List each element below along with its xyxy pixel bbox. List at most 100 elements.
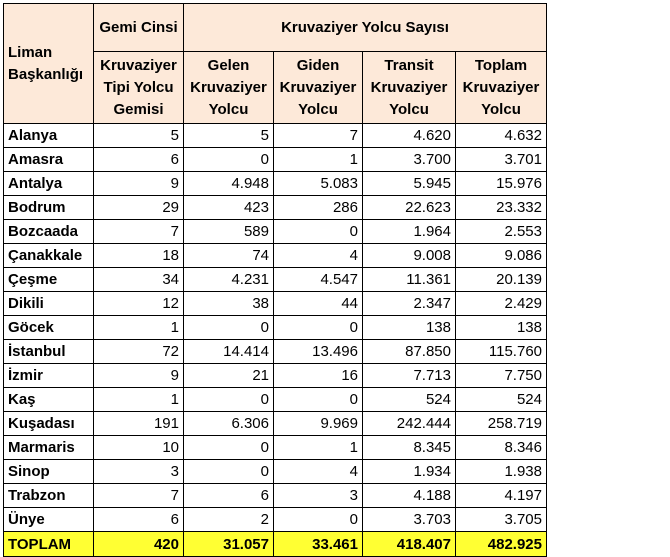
table-row: İzmir 9 21 16 7.713 7.750 bbox=[3, 363, 547, 388]
total-cell: 15.976 bbox=[455, 171, 547, 196]
arriving-header: Gelen Kruvaziyer Yolcu bbox=[183, 51, 274, 124]
ships-cell: 9 bbox=[93, 171, 184, 196]
arriving-cell: 38 bbox=[183, 291, 274, 316]
departing-cell: 4.547 bbox=[273, 267, 363, 292]
total-cell: 4.197 bbox=[455, 483, 547, 508]
total-cell: 258.719 bbox=[455, 411, 547, 436]
departing-cell: 4 bbox=[273, 243, 363, 268]
arriving-cell: 589 bbox=[183, 219, 274, 244]
transit-cell: 8.345 bbox=[362, 435, 456, 460]
arriving-cell: 21 bbox=[183, 363, 274, 388]
ships-cell: 191 bbox=[93, 411, 184, 436]
total-cell: 1.938 bbox=[455, 459, 547, 484]
port-name-cell: Trabzon bbox=[3, 483, 94, 508]
transit-cell: 7.713 bbox=[362, 363, 456, 388]
ships-cell: 3 bbox=[93, 459, 184, 484]
arriving-cell: 4.948 bbox=[183, 171, 274, 196]
ship-type-header: Kruvaziyer Tipi Yolcu Gemisi bbox=[93, 51, 184, 124]
port-name-cell: İzmir bbox=[3, 363, 94, 388]
table-row: Amasra 6 0 1 3.700 3.701 bbox=[3, 147, 547, 172]
port-name-cell: Antalya bbox=[3, 171, 94, 196]
table-row: Trabzon 7 6 3 4.188 4.197 bbox=[3, 483, 547, 508]
ships-cell: 6 bbox=[93, 147, 184, 172]
ships-cell: 18 bbox=[93, 243, 184, 268]
port-name-cell: Alanya bbox=[3, 123, 94, 148]
departing-cell: 4 bbox=[273, 459, 363, 484]
port-name-cell: Dikili bbox=[3, 291, 94, 316]
ships-cell: 9 bbox=[93, 363, 184, 388]
port-name-cell: İstanbul bbox=[3, 339, 94, 364]
arriving-cell: 6 bbox=[183, 483, 274, 508]
transit-cell: 242.444 bbox=[362, 411, 456, 436]
departing-cell: 1 bbox=[273, 147, 363, 172]
passenger-group-header: Kruvaziyer Yolcu Sayısı bbox=[183, 3, 547, 52]
transit-cell: 5.945 bbox=[362, 171, 456, 196]
ships-cell: 12 bbox=[93, 291, 184, 316]
port-name-cell: Göcek bbox=[3, 315, 94, 340]
ships-cell: 10 bbox=[93, 435, 184, 460]
total-cell: 20.139 bbox=[455, 267, 547, 292]
arriving-cell: 0 bbox=[183, 459, 274, 484]
transit-cell: 138 bbox=[362, 315, 456, 340]
table-row: Sinop 3 0 4 1.934 1.938 bbox=[3, 459, 547, 484]
departing-cell: 1 bbox=[273, 435, 363, 460]
table-row: Göcek 1 0 0 138 138 bbox=[3, 315, 547, 340]
departing-cell: 44 bbox=[273, 291, 363, 316]
total-cell: 3.701 bbox=[455, 147, 547, 172]
total-cell: 9.086 bbox=[455, 243, 547, 268]
port-header: Liman Başkanlığı bbox=[3, 3, 94, 124]
arriving-cell: 2 bbox=[183, 507, 274, 532]
ships-cell: 7 bbox=[93, 219, 184, 244]
departing-cell: 286 bbox=[273, 195, 363, 220]
table-row: Bozcaada 7 589 0 1.964 2.553 bbox=[3, 219, 547, 244]
port-name-cell: Bozcaada bbox=[3, 219, 94, 244]
port-name-cell: Çanakkale bbox=[3, 243, 94, 268]
transit-cell: 2.347 bbox=[362, 291, 456, 316]
arriving-cell: 5 bbox=[183, 123, 274, 148]
ships-cell: 7 bbox=[93, 483, 184, 508]
port-name-cell: Amasra bbox=[3, 147, 94, 172]
port-name-cell: Marmaris bbox=[3, 435, 94, 460]
port-name-cell: Bodrum bbox=[3, 195, 94, 220]
arriving-cell: 6.306 bbox=[183, 411, 274, 436]
ships-cell: 1 bbox=[93, 387, 184, 412]
total-cell: 115.760 bbox=[455, 339, 547, 364]
ships-cell: 1 bbox=[93, 315, 184, 340]
transit-cell: 22.623 bbox=[362, 195, 456, 220]
table-row: Dikili 12 38 44 2.347 2.429 bbox=[3, 291, 547, 316]
arriving-cell: 4.231 bbox=[183, 267, 274, 292]
departing-cell: 5.083 bbox=[273, 171, 363, 196]
total-cell: 4.632 bbox=[455, 123, 547, 148]
port-name-cell: Sinop bbox=[3, 459, 94, 484]
departing-cell: 0 bbox=[273, 387, 363, 412]
departing-cell: 16 bbox=[273, 363, 363, 388]
port-name-cell: Çeşme bbox=[3, 267, 94, 292]
transit-cell: 524 bbox=[362, 387, 456, 412]
departing-cell: 0 bbox=[273, 315, 363, 340]
ships-cell: 29 bbox=[93, 195, 184, 220]
total-cell: 8.346 bbox=[455, 435, 547, 460]
table-row: Çanakkale 18 74 4 9.008 9.086 bbox=[3, 243, 547, 268]
total-cell: 7.750 bbox=[455, 363, 547, 388]
departing-cell: 9.969 bbox=[273, 411, 363, 436]
ships-cell: 34 bbox=[93, 267, 184, 292]
table-row: Kaş 1 0 0 524 524 bbox=[3, 387, 547, 412]
transit-cell: 1.964 bbox=[362, 219, 456, 244]
table-row: Ünye 6 2 0 3.703 3.705 bbox=[3, 507, 547, 532]
transit-header: Transit Kruvaziyer Yolcu bbox=[362, 51, 456, 124]
arriving-cell: 423 bbox=[183, 195, 274, 220]
transit-cell: 4.188 bbox=[362, 483, 456, 508]
port-name-cell: Kaş bbox=[3, 387, 94, 412]
ships-cell: 72 bbox=[93, 339, 184, 364]
cruise-passenger-table: Liman Başkanlığı Gemi Cinsi Kruvaziyer Y… bbox=[3, 3, 547, 557]
total-cell: 2.429 bbox=[455, 291, 547, 316]
table-row: Çeşme 34 4.231 4.547 11.361 20.139 bbox=[3, 267, 547, 292]
transit-cell: 11.361 bbox=[362, 267, 456, 292]
arriving-cell: 0 bbox=[183, 147, 274, 172]
departing-cell: 0 bbox=[273, 219, 363, 244]
ships-cell: 5 bbox=[93, 123, 184, 148]
arriving-cell: 14.414 bbox=[183, 339, 274, 364]
total-cell: 524 bbox=[455, 387, 547, 412]
table-body: Alanya 5 5 7 4.620 4.632 Amasra 6 0 1 3.700 3.701 An… bbox=[3, 123, 547, 532]
port-name-cell: Ünye bbox=[3, 507, 94, 532]
